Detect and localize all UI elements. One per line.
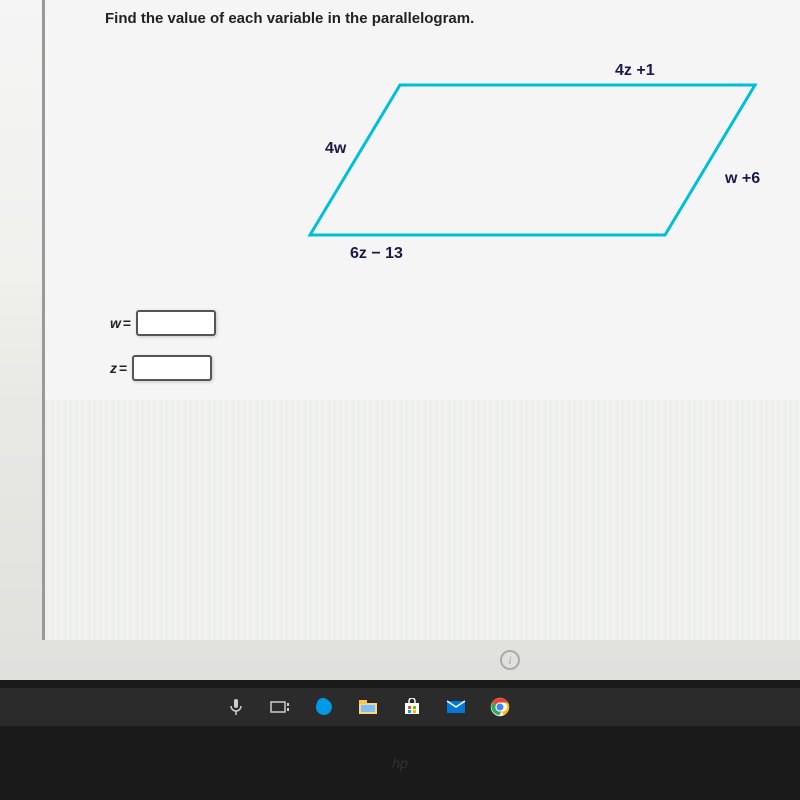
parallelogram-figure: 4z +1 4w w +6 6z − 13 (295, 70, 775, 270)
parallelogram-shape (310, 85, 755, 235)
answer-row-w: w = (110, 310, 216, 336)
right-side-label: w +6 (725, 170, 760, 188)
answer-row-z: z = (110, 355, 212, 381)
eq-sign: = (119, 360, 127, 376)
bottom-side-label: 6z − 13 (350, 245, 403, 263)
windows-taskbar[interactable] (0, 688, 800, 726)
mail-icon[interactable] (445, 696, 467, 718)
problem-prompt: Find the value of each variable in the p… (105, 10, 474, 27)
var-z-label: z (110, 360, 117, 376)
monitor-screen: Find the value of each variable in the p… (0, 0, 800, 680)
chrome-icon[interactable] (489, 696, 511, 718)
store-icon[interactable] (401, 696, 423, 718)
mic-icon[interactable] (225, 696, 247, 718)
parallelogram-svg (295, 70, 775, 270)
problem-content: Find the value of each variable in the p… (45, 0, 800, 640)
info-icon[interactable]: i (500, 650, 520, 670)
z-input[interactable] (132, 355, 212, 381)
explorer-icon[interactable] (357, 696, 379, 718)
taskview-icon[interactable] (269, 696, 291, 718)
w-input[interactable] (136, 310, 216, 336)
hp-logo: hp (380, 748, 420, 778)
var-w-label: w (110, 315, 121, 331)
edge-icon[interactable] (313, 696, 335, 718)
left-side-label: 4w (325, 140, 346, 158)
eq-sign: = (123, 315, 131, 331)
top-side-label: 4z +1 (615, 62, 655, 80)
